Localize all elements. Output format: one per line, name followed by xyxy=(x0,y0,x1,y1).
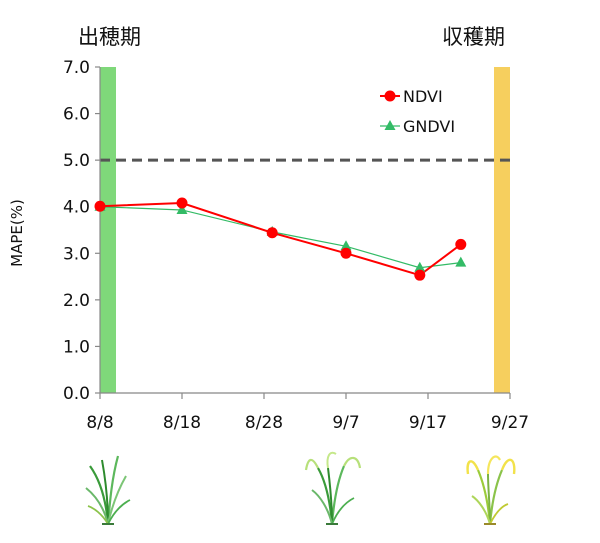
y-tick-label: 1.0 xyxy=(63,337,90,357)
data-point-ndvi xyxy=(266,227,278,239)
stage-label-heading: 出穂期 xyxy=(78,25,141,49)
x-tick-label: 8/8 xyxy=(86,413,113,433)
data-point-ndvi xyxy=(340,247,352,259)
y-tick-label: 2.0 xyxy=(63,291,90,311)
legend-label-ndvi: NDVI xyxy=(403,87,443,106)
stage-band-2 xyxy=(494,67,510,393)
y-tick-label: 0.0 xyxy=(63,384,90,404)
series-line-gndvi xyxy=(99,206,461,269)
y-tick-label: 6.0 xyxy=(63,105,90,125)
y-tick-label: 4.0 xyxy=(63,198,90,218)
x-tick-label: 9/17 xyxy=(409,413,447,433)
x-tick-label: 9/27 xyxy=(491,413,529,433)
rice-heading-icon xyxy=(85,455,131,525)
data-point-gndvi xyxy=(340,240,352,251)
rice-maturing-icon xyxy=(304,451,362,525)
series-line-ndvi xyxy=(99,201,462,277)
x-tick-label: 8/28 xyxy=(245,413,283,433)
legend-marker-gndvi xyxy=(384,120,396,130)
data-point-gndvi xyxy=(455,256,467,267)
x-tick-label: 8/18 xyxy=(163,413,201,433)
y-axis-label: MAPE(%) xyxy=(8,199,26,267)
data-point-ndvi xyxy=(176,197,188,209)
stage-label-harvest: 収穫期 xyxy=(442,25,505,49)
data-point-ndvi xyxy=(414,269,426,281)
y-tick-label: 5.0 xyxy=(63,151,90,171)
legend: NDVI GNDVI xyxy=(380,87,455,136)
legend-label-gndvi: GNDVI xyxy=(403,117,455,136)
stage-band-1 xyxy=(100,67,116,393)
y-tick-label: 7.0 xyxy=(63,58,90,78)
data-point-ndvi xyxy=(94,200,106,212)
x-tick-label: 9/7 xyxy=(332,413,359,433)
data-point-ndvi xyxy=(455,238,467,250)
rice-harvest-icon xyxy=(466,455,516,525)
data-point-gndvi xyxy=(414,261,426,272)
data-point-gndvi xyxy=(176,203,188,214)
legend-marker-ndvi xyxy=(384,90,396,102)
y-tick-label: 3.0 xyxy=(63,244,90,264)
